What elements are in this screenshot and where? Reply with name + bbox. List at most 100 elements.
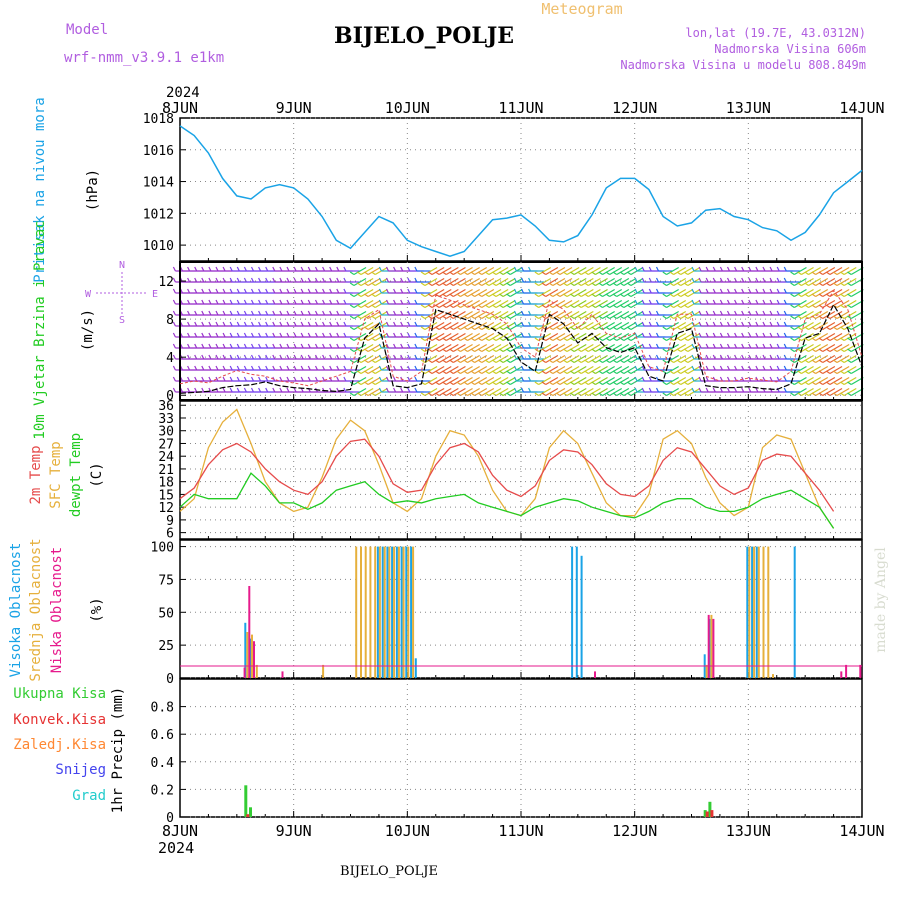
wind-barb [662,288,679,298]
y-tick-label: 0.6 [151,728,174,743]
bar-srednja-oblacnost [748,546,751,678]
wind-barb [612,266,630,276]
wind-barb-flag [641,310,645,316]
cloud-mid-legend: Srednja Oblacnost [28,538,44,681]
wind-barb [420,266,438,276]
bar-niska-oblacnost [845,664,848,678]
wind-title: 10m Vjetar Brzina i Pravac [32,220,48,439]
wind-barb-flag [641,332,645,338]
bar-srednja-oblacnost [710,614,713,678]
wind-barb [499,343,516,353]
wind-barb-shaft [822,332,836,342]
wind-barb [427,321,445,331]
wind-barb-flag [463,326,468,331]
wind-barb-shaft [502,288,516,298]
wind-barb-shaft [552,376,566,386]
wind-barb-flag [349,293,355,298]
wind-barb [825,376,843,386]
wind-barb-flag [343,299,347,305]
wind-barb-shaft [822,376,836,386]
wind-barb-flag [741,266,745,272]
wind-barb-shaft [666,376,679,386]
wind-barb-flag [172,321,176,327]
wind-barb [463,365,480,375]
bar-srednja-oblacnost [407,546,410,678]
wind-barb [435,365,452,375]
wind-barb-shaft [445,288,459,298]
wind-barb-flag [201,365,205,371]
wind-barb-flag [748,288,752,294]
wind-barb-flag [427,370,433,375]
wind-barb-flag [626,271,632,276]
wind-barb-flag [612,381,618,386]
wind-barb-flag [322,266,326,272]
wind-barb-shaft [836,376,850,386]
wind-barb-flag [407,332,411,338]
wind-barb-flag [520,343,525,349]
wind-barb [356,288,374,298]
wind-barb-flag [407,277,411,283]
wind-barb-flag [229,376,233,382]
wind-barb-flag [605,370,610,375]
wind-barb-flag [314,321,319,327]
bar-visoka-oblacnost [793,546,796,678]
wind-barb-shaft [545,332,559,342]
wind-barb-flag [811,282,816,287]
wind-barb [528,266,545,272]
wind-barb [506,376,523,386]
wind-barb-flag [797,326,802,331]
wind-barb-flag [506,370,511,375]
wind-barb-shaft [360,310,374,320]
wind-barb-flag [215,310,219,316]
wind-barb [790,277,807,287]
wind-barb-flag [811,337,816,342]
wind-barb [570,387,587,397]
cloud-low-legend: Niska Oblacnost [49,547,65,673]
wind-barb [548,365,566,375]
wind-barb [598,277,615,287]
wind-barb [534,387,552,397]
wind-barb-shaft [808,288,821,298]
wind-barb [832,376,850,386]
wind-barb [484,288,502,298]
wind-barb-shaft [495,310,509,320]
wind-barb-flag [236,310,240,316]
wind-barb [534,365,552,375]
wind-barb-flag [762,343,766,349]
wind-barb-flag [470,293,475,298]
wind-barb-flag [491,359,497,364]
wind-barb [562,321,580,331]
wind-barb-flag [683,293,689,298]
wind-barb-flag [194,310,198,316]
wind-barb-flag [719,310,723,316]
wind-barb-flag [286,277,290,283]
wind-barb-flag [414,376,418,382]
wind-barb-flag [265,266,269,272]
bar-srednja-oblacnost [397,546,400,678]
time-label-bottom: 10JUN [385,822,430,840]
wind-barb-flag [356,370,362,375]
wind-barb [356,266,374,276]
wind-barb [591,266,608,276]
wind-barb-shaft [559,266,573,276]
wind-barb-flag [719,288,723,294]
wind-barb-flag [790,348,795,353]
wind-barb-shaft [602,288,615,298]
wind-barb-flag [229,365,233,371]
wind-barb-flag [499,337,504,342]
wind-barb-shaft [609,266,623,276]
wind-barb [562,365,580,375]
time-label-top: 10JUN [385,99,430,117]
wind-barb-shaft [815,354,829,364]
wind-barb-flag [236,321,240,327]
wind-barb-shaft [438,365,452,375]
wind-barb-flag [371,304,376,309]
wind-barb-shaft [808,266,821,276]
bar-niska-oblacnost [712,618,715,678]
wind-barb-flag [520,321,525,327]
wind-barb-flag [641,354,645,360]
wind-barb-shaft [481,365,495,375]
wind-barb-flag [669,370,674,375]
wind-barb-flag [562,359,568,364]
wind-barb-flag [258,376,262,382]
